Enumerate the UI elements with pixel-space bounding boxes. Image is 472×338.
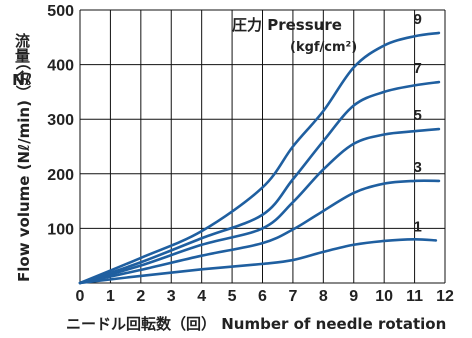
x-tick-label: 7 xyxy=(288,288,297,305)
x-tick-label: 12 xyxy=(436,288,454,305)
x-tick-label: 5 xyxy=(228,288,237,305)
series-line-9 xyxy=(78,31,441,285)
x-axis-label: ニードル回転数（回） Number of needle rotation xyxy=(66,315,446,333)
series-label-7: 7 xyxy=(413,60,421,77)
grid xyxy=(79,9,446,284)
series-line-5 xyxy=(78,127,441,285)
x-tick-label: 8 xyxy=(319,288,328,305)
x-tick-label: 9 xyxy=(349,288,358,305)
series-label-3: 3 xyxy=(413,159,421,176)
series-label-1: 1 xyxy=(413,218,421,235)
y-axis-label: Flow volume (Nℓ/min)（分） xyxy=(15,55,33,282)
y-axis-label-jp-unit: Nℓ xyxy=(12,71,32,89)
series-lines: 1 3 5 7 9 xyxy=(78,11,441,285)
y-tick-label: 400 xyxy=(47,58,74,75)
x-tick-label: 10 xyxy=(375,288,393,305)
x-tick-label: 11 xyxy=(406,288,423,305)
series-label-9: 9 xyxy=(413,11,421,28)
y-tick-label: 500 xyxy=(47,3,74,20)
series-label-5: 5 xyxy=(413,107,421,124)
x-tick-label: 4 xyxy=(197,288,206,305)
y-axis-label-jp: 流量 xyxy=(13,32,31,63)
y-tick-label: 100 xyxy=(47,221,74,238)
y-tick-label: 300 xyxy=(47,112,74,129)
x-tick-label: 6 xyxy=(258,288,267,305)
x-tick-label: 1 xyxy=(106,288,115,305)
x-tick-label: 3 xyxy=(167,288,176,305)
series-line-3 xyxy=(78,179,441,285)
series-line-7 xyxy=(78,80,441,285)
legend-title: 圧力 Pressure xyxy=(232,16,342,34)
x-tick-label: 2 xyxy=(136,288,145,305)
x-tick-label: 0 xyxy=(76,288,85,305)
y-tick-label: 200 xyxy=(47,167,74,184)
series-line-1 xyxy=(78,238,438,285)
legend-unit: (kgf/cm²) xyxy=(290,40,357,55)
